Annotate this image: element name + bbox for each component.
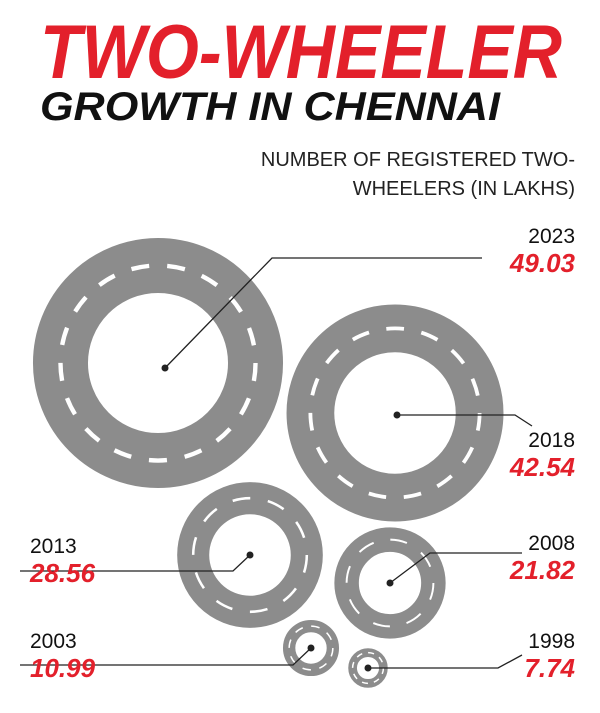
year-label: 1998	[528, 630, 575, 653]
leader-line	[164, 257, 482, 369]
value-label: 42.54	[509, 452, 576, 482]
leader-dot	[246, 551, 254, 559]
leader-line	[397, 414, 533, 427]
value-label: 28.56	[29, 558, 96, 588]
year-label: 2013	[30, 535, 77, 558]
lane-marking	[345, 538, 435, 628]
leader-dot	[161, 364, 169, 372]
leader-dot	[364, 664, 372, 672]
leader-line	[20, 647, 312, 666]
value-label: 10.99	[30, 653, 96, 683]
chart-title: TWO-WHEELER	[40, 10, 562, 95]
lane-marking	[191, 496, 309, 614]
year-label: 2023	[528, 225, 575, 248]
year-label: 2018	[528, 429, 575, 452]
leader-dot	[393, 411, 401, 419]
value-label: 21.82	[509, 555, 576, 585]
year-label: 2003	[30, 630, 77, 653]
year-label: 2008	[528, 532, 575, 555]
leader-line	[368, 654, 523, 669]
value-label: 7.74	[524, 653, 575, 683]
chart-subtitle: GROWTH IN CHENNAI	[40, 85, 501, 129]
leader-line	[389, 552, 522, 584]
leader-dot	[386, 579, 394, 587]
value-label: 49.03	[509, 248, 576, 278]
lane-marking	[288, 625, 334, 671]
lane-marking	[58, 263, 258, 463]
leader-line	[20, 554, 251, 572]
axis-label: NUMBER OF REGISTERED TWO-WHEELERS (IN LA…	[260, 149, 575, 200]
leader-dot	[307, 644, 315, 652]
lane-marking	[308, 326, 482, 500]
